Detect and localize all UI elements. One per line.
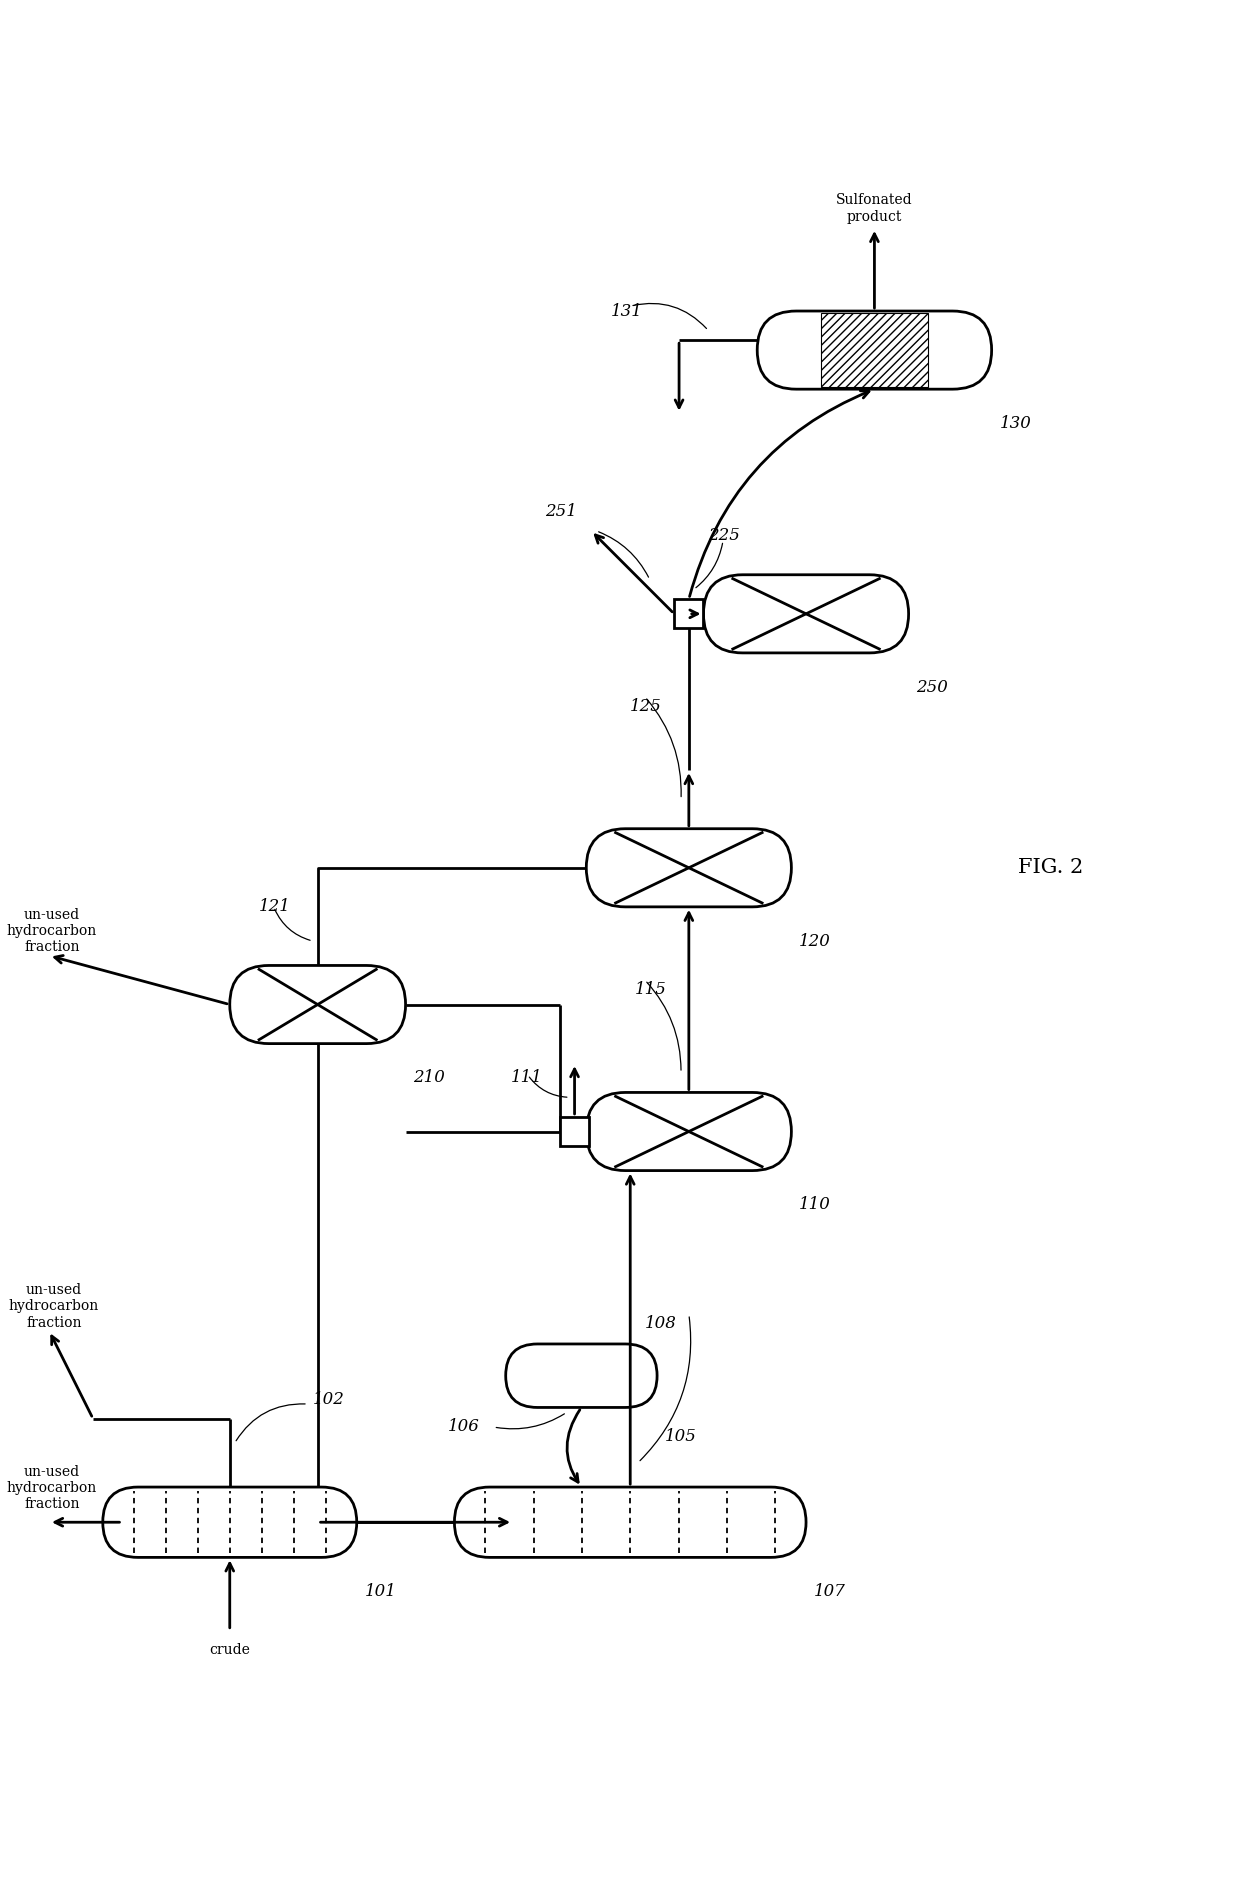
Text: 125: 125 [630, 698, 662, 715]
FancyBboxPatch shape [587, 828, 791, 907]
Text: 131: 131 [610, 302, 642, 319]
Text: un-used
hydrocarbon
fraction: un-used hydrocarbon fraction [7, 907, 97, 954]
Text: crude: crude [210, 1643, 250, 1658]
FancyBboxPatch shape [587, 1092, 791, 1171]
Text: 110: 110 [800, 1196, 831, 1213]
Text: 225: 225 [708, 528, 740, 545]
Text: 105: 105 [665, 1428, 697, 1445]
Text: 121: 121 [259, 898, 291, 915]
Text: Sulfonated
product: Sulfonated product [836, 194, 913, 224]
FancyBboxPatch shape [758, 311, 992, 389]
Text: 210: 210 [413, 1069, 445, 1086]
FancyBboxPatch shape [506, 1345, 657, 1407]
Text: un-used
hydrocarbon
fraction: un-used hydrocarbon fraction [9, 1282, 99, 1330]
Text: 102: 102 [312, 1390, 345, 1407]
FancyBboxPatch shape [821, 313, 929, 387]
Text: 111: 111 [511, 1069, 543, 1086]
Text: 120: 120 [800, 932, 831, 949]
Text: FIG. 2: FIG. 2 [1018, 858, 1083, 877]
FancyBboxPatch shape [454, 1486, 806, 1558]
Text: 106: 106 [448, 1418, 480, 1435]
Text: 101: 101 [365, 1582, 397, 1599]
Text: 115: 115 [635, 981, 667, 998]
Bar [560, 1117, 589, 1147]
FancyBboxPatch shape [103, 1486, 357, 1558]
Text: 107: 107 [813, 1582, 846, 1599]
FancyBboxPatch shape [703, 575, 909, 653]
Text: 251: 251 [544, 504, 577, 521]
Text: 130: 130 [999, 415, 1032, 432]
FancyBboxPatch shape [229, 966, 405, 1043]
Text: 108: 108 [645, 1315, 677, 1332]
Bar [675, 600, 703, 628]
Text: un-used
hydrocarbon
fraction: un-used hydrocarbon fraction [7, 1465, 97, 1511]
Text: 250: 250 [916, 679, 949, 696]
